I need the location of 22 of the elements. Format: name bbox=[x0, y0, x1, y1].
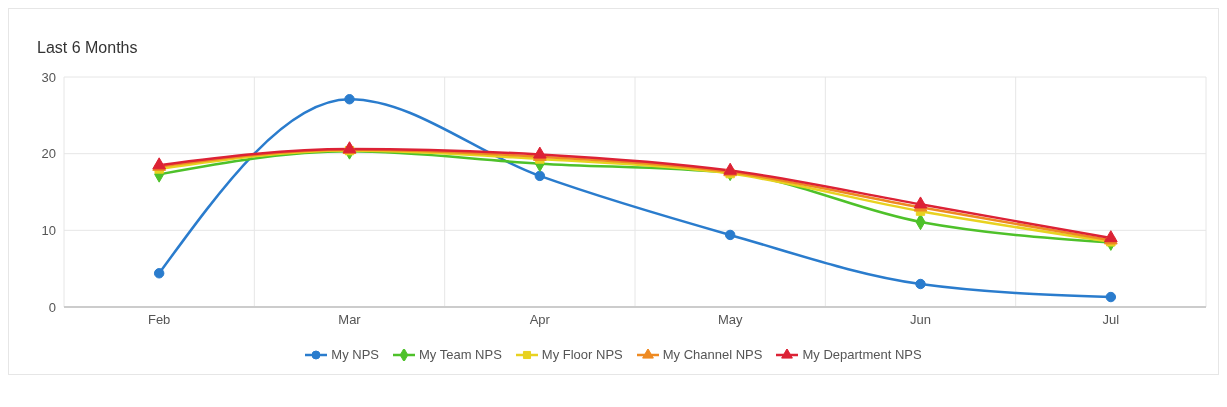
legend-label: My Team NPS bbox=[419, 347, 502, 362]
y-tick-label: 0 bbox=[48, 299, 56, 315]
point bbox=[724, 229, 736, 241]
x-tick-label: Jul bbox=[1102, 312, 1120, 328]
y-tick-label: 10 bbox=[41, 222, 56, 238]
point bbox=[344, 94, 355, 105]
x-tick-label: Feb bbox=[147, 312, 171, 328]
legend-label: My Department NPS bbox=[802, 347, 922, 362]
point bbox=[915, 278, 926, 290]
chart-title: Last 6 Months bbox=[36, 38, 139, 57]
x-tick-label: May bbox=[717, 312, 743, 328]
legend-label: My Floor NPS bbox=[541, 347, 623, 362]
x-tick-label: Jun bbox=[910, 312, 931, 328]
legend-label: My Channel NPS bbox=[662, 347, 763, 362]
point bbox=[153, 268, 165, 279]
y-tick-label: 20 bbox=[41, 146, 56, 162]
legend-label: My NPS bbox=[331, 347, 379, 362]
x-tick-label: Apr bbox=[529, 312, 551, 328]
x-tick-label: Mar bbox=[338, 312, 362, 328]
y-tick-label: 30 bbox=[41, 69, 56, 85]
point bbox=[534, 170, 546, 182]
point bbox=[1105, 291, 1117, 303]
